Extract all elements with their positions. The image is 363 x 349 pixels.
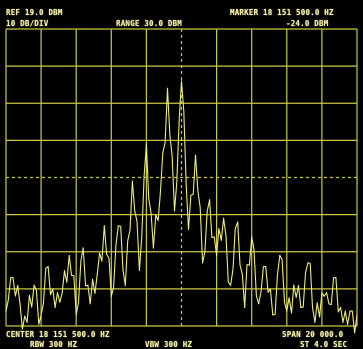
trace-sample-point: [244, 306, 246, 308]
trace-sample-point: [110, 295, 112, 297]
trace-sample-point: [166, 87, 169, 89]
range-label: RANGE 30.0 DBM: [116, 19, 183, 28]
trace-sample-point: [187, 228, 190, 231]
trace-sample-point: [293, 284, 295, 286]
trace-sample-point: [258, 303, 260, 305]
trace-sample-point: [40, 314, 42, 316]
trace-sample-point: [117, 225, 119, 227]
rbw-label: RBW 300 HZ: [30, 340, 78, 349]
center-frequency-label: CENTER 18 151 500.0 HZ: [6, 330, 110, 339]
trace-sample-point: [286, 310, 288, 312]
trace-sample-point: [152, 247, 154, 249]
vbw-label: VBW 300 HZ: [145, 340, 193, 349]
trace-sample-point: [194, 154, 197, 156]
ref-level-label: REF 19.0 DBM: [6, 8, 63, 17]
trace-sample-point: [82, 247, 84, 249]
trace-sample-point: [26, 321, 28, 323]
trace-sample-point: [103, 225, 105, 227]
trace-sample-point: [12, 277, 14, 279]
trace-layer: [5, 80, 358, 334]
trace-sample-point: [54, 306, 56, 308]
trace-sample-point: [328, 303, 330, 305]
trace-sample-point: [47, 266, 49, 268]
trace-sample-point: [349, 310, 351, 312]
trace-sample-point: [216, 254, 218, 257]
trace-sample-point: [307, 262, 309, 264]
trace-sample-point: [131, 180, 133, 182]
trace-sample-point: [209, 199, 211, 201]
trace-sample-point: [89, 303, 91, 305]
trace-sample-point: [159, 191, 161, 193]
trace-sample-point: [272, 314, 274, 316]
trace-sample-point: [251, 236, 253, 238]
trace-sample-point: [223, 217, 225, 219]
trace-sample-point: [230, 284, 232, 286]
trace-sample-point: [314, 321, 316, 323]
trace-sample-point: [180, 80, 183, 82]
graticule-grid: [5, 28, 358, 327]
trace-sample-point: [342, 321, 344, 323]
trace-sample-point: [124, 284, 126, 286]
trace-sample-point: [68, 254, 70, 257]
trace-sample-point: [279, 254, 281, 257]
trace-sample-point: [145, 143, 147, 145]
trace-sample-point: [33, 284, 35, 286]
trace-sample-point: [173, 210, 176, 212]
trace-sample-point: [321, 292, 323, 294]
trace-sample-point: [138, 269, 140, 271]
trace-sample-point: [265, 266, 267, 268]
trace-sample-point: [96, 273, 98, 275]
trace-sample-point: [61, 292, 63, 294]
trace-sample-point: [237, 221, 239, 223]
trace-sample-point: [202, 262, 204, 264]
trace-sample-point: [335, 277, 337, 279]
trace-sample-point: [356, 314, 358, 316]
trace-sample-point: [19, 303, 21, 305]
scale-label: 10 DB/DIV: [6, 19, 49, 28]
trace-sample-point: [75, 314, 77, 316]
span-label: SPAN 20 000.0: [282, 330, 344, 339]
sweep-time-label: ST 4.0 SEC: [300, 340, 348, 349]
marker-level-label: -24.0 DBM: [286, 19, 329, 28]
marker-frequency-label: MARKER 18 151 500.0 HZ: [230, 8, 334, 17]
trace-sample-point: [300, 306, 302, 308]
trace-sample-point: [5, 310, 7, 312]
